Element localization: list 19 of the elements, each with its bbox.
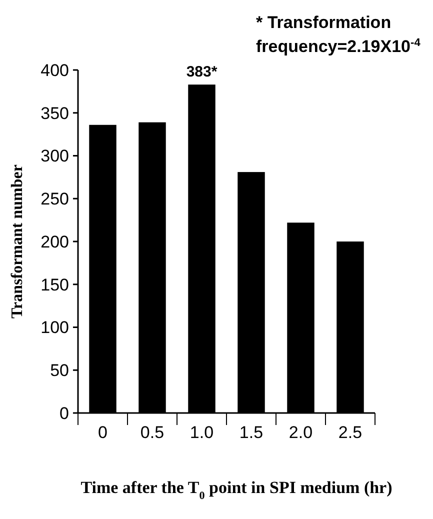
y-tick-label: 400 [40, 60, 69, 80]
x-tick-label: 1.0 [190, 423, 214, 442]
x-tick-label: 0 [98, 423, 108, 442]
x-tick-label: 0.5 [140, 423, 164, 442]
x-tick-label: 2.0 [288, 423, 313, 442]
data-label: 383* [186, 64, 218, 81]
y-tick-label: 50 [50, 361, 69, 380]
x-axis-title: Time after the T$_{0}$ point in SPI medium (hr) [80, 478, 392, 502]
x-tick-label: 1.5 [239, 423, 264, 442]
y-tick-label: 350 [40, 104, 69, 123]
x-tick-label: 2.5 [338, 423, 362, 442]
y-axis-title: Transformant number [9, 164, 26, 318]
y-tick-label: 200 [40, 232, 69, 252]
y-tick-label: 100 [40, 318, 69, 338]
text: * Transformation frequency=2.19X10$^{-4}$ [256, 13, 422, 56]
y-tick-label: 150 [40, 275, 69, 294]
y-tick-label: 0 [60, 404, 69, 423]
y-tick-label: 300 [40, 146, 69, 166]
y-tick-label: 250 [40, 190, 69, 209]
